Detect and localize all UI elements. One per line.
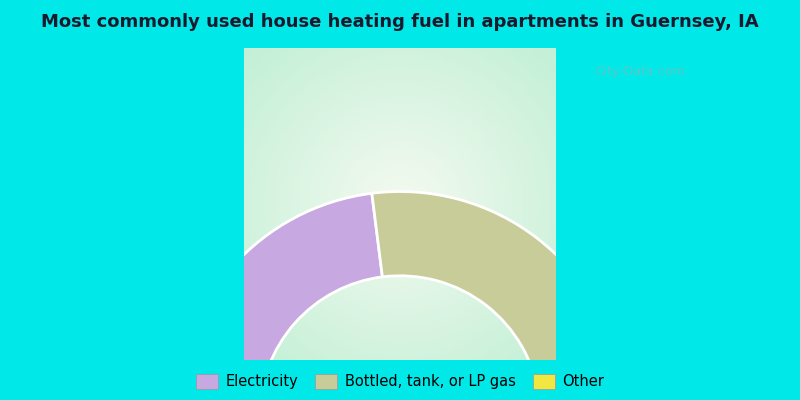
Text: Most commonly used house heating fuel in apartments in Guernsey, IA: Most commonly used house heating fuel in…: [41, 13, 759, 31]
Wedge shape: [539, 388, 625, 400]
Wedge shape: [372, 192, 623, 398]
Text: City-Data.com: City-Data.com: [595, 66, 685, 78]
Legend: Electricity, Bottled, tank, or LP gas, Other: Electricity, Bottled, tank, or LP gas, O…: [189, 366, 611, 396]
Wedge shape: [175, 193, 382, 400]
